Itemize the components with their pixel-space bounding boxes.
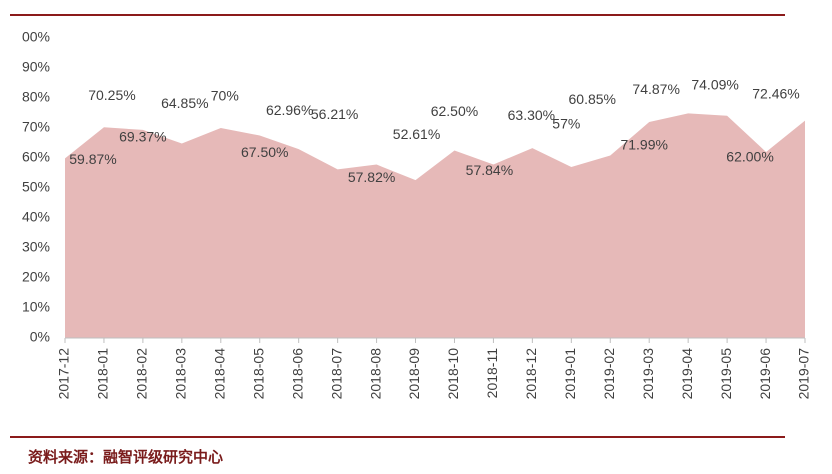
- data-label: 63.30%: [508, 107, 555, 123]
- area: [65, 113, 805, 338]
- source-note: 资料来源：融智评级研究中心: [28, 448, 223, 466]
- x-tick-label: 2019-02: [601, 348, 617, 400]
- x-tick-label: 2017-12: [56, 348, 72, 400]
- data-label: 69.37%: [119, 129, 166, 145]
- x-tick-label: 2019-06: [757, 348, 773, 400]
- x-tick-label: 2018-04: [211, 348, 227, 400]
- data-label: 70%: [211, 88, 239, 104]
- x-tick-label: 2019-01: [562, 348, 578, 400]
- data-label: 62.00%: [726, 149, 773, 165]
- x-tick-label: 2018-02: [134, 348, 150, 400]
- x-tick-label: 2019-05: [718, 348, 734, 400]
- data-label: 57.82%: [348, 169, 395, 185]
- y-tick-label: 40%: [22, 209, 50, 225]
- data-label: 57%: [552, 116, 580, 132]
- x-tick-label: 2018-05: [250, 348, 266, 400]
- data-label: 70.25%: [88, 87, 135, 103]
- data-label: 62.96%: [266, 102, 313, 118]
- y-tick-label: 90%: [22, 59, 50, 75]
- x-tick-label: 2018-11: [484, 348, 500, 399]
- x-tick-label: 2018-01: [95, 348, 111, 400]
- x-tick-label: 2018-03: [173, 348, 189, 400]
- data-label: 67.50%: [241, 144, 288, 160]
- x-tick-label: 2018-08: [367, 348, 383, 400]
- y-tick-label: 10%: [22, 299, 50, 315]
- x-tick-label: 2018-06: [289, 348, 305, 400]
- x-tick-label: 2018-09: [406, 348, 422, 400]
- x-tick-label: 2019-07: [796, 348, 812, 400]
- y-tick-label: 60%: [22, 149, 50, 165]
- x-tick-label: 2018-10: [445, 348, 461, 400]
- data-label: 59.87%: [69, 151, 116, 167]
- y-tick-label: 0%: [30, 329, 50, 345]
- data-label: 56.21%: [311, 106, 358, 122]
- data-label: 74.87%: [632, 81, 679, 97]
- y-tick-label: 50%: [22, 179, 50, 195]
- x-tick-label: 2019-03: [640, 348, 656, 400]
- y-tick-label: 70%: [22, 119, 50, 135]
- data-label: 72.46%: [752, 85, 799, 101]
- x-tick-label: 2019-04: [679, 348, 695, 400]
- y-tick-label: 30%: [22, 239, 50, 255]
- data-label: 60.85%: [569, 91, 616, 107]
- x-tick-label: 2018-07: [328, 348, 344, 400]
- data-label: 57.84%: [466, 162, 513, 178]
- y-tick-label: 80%: [22, 89, 50, 105]
- data-label: 71.99%: [620, 137, 667, 153]
- y-tick-label: 00%: [22, 29, 50, 45]
- data-label: 62.50%: [431, 103, 478, 119]
- y-tick-label: 20%: [22, 269, 50, 285]
- x-tick-label: 2018-12: [523, 348, 539, 400]
- data-label: 74.09%: [691, 76, 738, 92]
- data-label: 64.85%: [161, 95, 208, 111]
- data-label: 52.61%: [393, 126, 440, 142]
